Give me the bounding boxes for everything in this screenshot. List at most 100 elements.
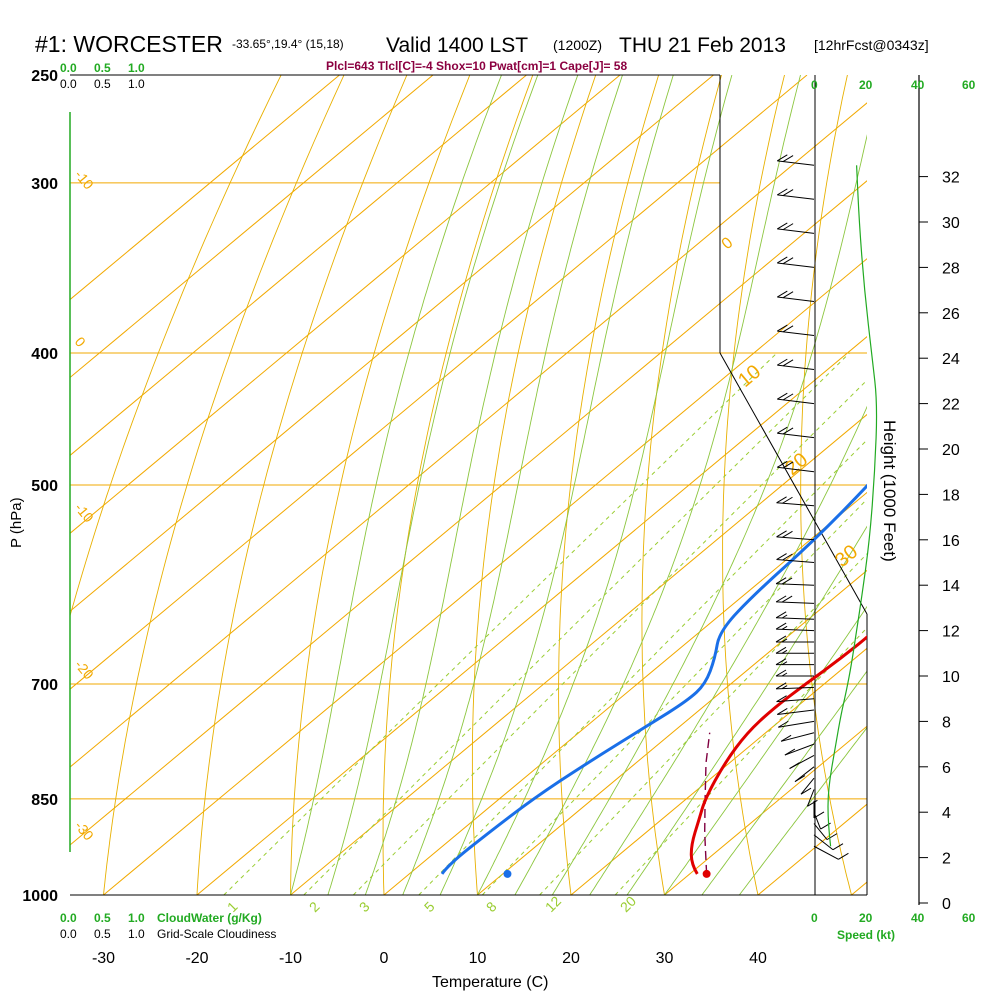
wind-barb [776,553,815,563]
mixing-ratio-label: 2 [306,898,323,915]
wind-barb-staff [776,502,815,507]
pressure-axis: 250 300 400 500 700 850 1000 [22,68,58,905]
cloud-top-2: 1.0 [128,61,145,75]
station-title: #1: WORCESTER [35,31,223,57]
height-tick-label: 30 [942,215,960,232]
temperature-tick-label: 30 [656,950,674,967]
wind-barb-flag [777,358,788,366]
dry-adiabat-line [800,75,852,895]
cloudiness-top-0: 0.0 [60,77,77,91]
isotherm-line [945,75,1000,895]
moist-adiabat-line [551,134,867,895]
isotherm-label: 0 [719,234,737,253]
pressure-tick-label: 300 [31,176,58,193]
wind-barb-flag [775,635,787,643]
wind-barb-flag [777,708,788,715]
isotherm-line [70,75,340,301]
isotherm-label: -20 [72,657,97,683]
surface-dewpoint-dot [503,869,512,878]
wind-barb [777,392,815,405]
temperature-tick-label: -10 [279,950,302,967]
wind-barb-staff [777,432,815,439]
pressure-tick-label: 400 [31,346,58,363]
wind-barb [775,635,814,643]
wind-barb-staff [777,296,815,302]
isotherm-label: -10 [72,167,97,193]
wind-barb [775,682,815,690]
height-tick-label: 2 [942,851,951,868]
wind-barb-flag [775,577,787,585]
wind-barb-flag [782,291,794,299]
wind-barb-flag [838,852,849,860]
cloudiness-bottom-0: 0.0 [60,927,77,941]
wind-barb-flag [780,734,792,742]
isotherm-label: -10 [72,500,97,526]
cloudwater-label: CloudWater (g/Kg) [157,911,262,925]
wind-barb-flag [777,222,788,230]
height-axis-title: Height (1000 Feet) [880,420,899,562]
moist-adiabat-line [402,75,623,895]
wind-barb-flag [778,720,789,728]
wind-barb [777,222,815,234]
speed-scale-top: 0 20 40 60 [811,78,976,92]
wind-barb-flag [784,748,796,756]
wind-barb-flag [777,460,788,468]
isotherm-line [196,336,867,895]
moist-adiabat-line [589,405,867,895]
temperature-tick-label: 20 [562,950,580,967]
dry-adiabat-line [103,75,345,895]
mixing-ratio-line [223,352,778,895]
cloudiness-top-2: 1.0 [128,77,145,91]
moist-adiabat-line [626,525,867,895]
dry-adiabat-lines [70,75,852,895]
wind-barb-flag [777,324,788,332]
height-tick-label: 24 [942,351,960,368]
pressure-tick-label: 250 [31,68,58,85]
wind-barb-flag [782,553,793,561]
height-tick-label: 12 [942,624,960,641]
wind-barb [780,732,815,742]
moist-adiabat-line [327,75,539,895]
wind-barb-staff [780,732,815,742]
valid-utc: (1200Z) [553,37,602,53]
isotherm-line [70,75,527,457]
temperature-axis: -30 -20 -10 0 10 20 30 40 [92,950,767,967]
wind-barb-flag [832,843,844,851]
cloudiness-top-1: 0.5 [94,77,111,91]
isotherm-label: -30 [72,818,97,844]
isobar-lines [70,182,867,896]
wind-barb [776,695,815,703]
wind-barb [813,834,844,851]
indices-line: Plcl=643 Tlcl[C]=-4 Shox=10 Pwat[cm]=1 C… [326,59,627,73]
wind-barb [777,708,815,715]
temperature-tick-label: 0 [380,950,389,967]
wind-barb-staff [777,160,815,166]
height-tick-label: 26 [942,306,960,323]
wind-barb-flag [826,833,838,841]
mixing-ratio-line [614,627,867,895]
wind-barb [794,766,815,783]
wind-barb-flag [782,223,794,231]
mixing-ratio-lines [223,352,867,895]
wind-barb-staff [776,559,815,563]
wind-barb-staff [777,194,815,200]
dry-adiabat-line [290,75,471,895]
wind-barb [813,800,825,819]
wind-barb [777,324,815,336]
wind-barb [775,622,815,632]
wind-barb-flag [800,787,812,795]
forecast-label: [12hrFcst@0343z] [814,37,929,53]
wind-barb-staff [813,845,839,860]
wind-barb [775,611,815,620]
dewpoint-line [440,483,867,875]
isotherm-label: 20 [781,449,812,480]
wind-barb-flag [782,496,793,504]
dry-adiabat-line [70,75,282,618]
wind-barb-half [781,661,788,666]
wind-barb [800,777,815,795]
moist-adiabat-line [364,75,579,895]
isotherm-line [70,180,867,846]
moist-adiabat-lines [290,75,867,895]
wind-barb-flag [776,496,787,504]
